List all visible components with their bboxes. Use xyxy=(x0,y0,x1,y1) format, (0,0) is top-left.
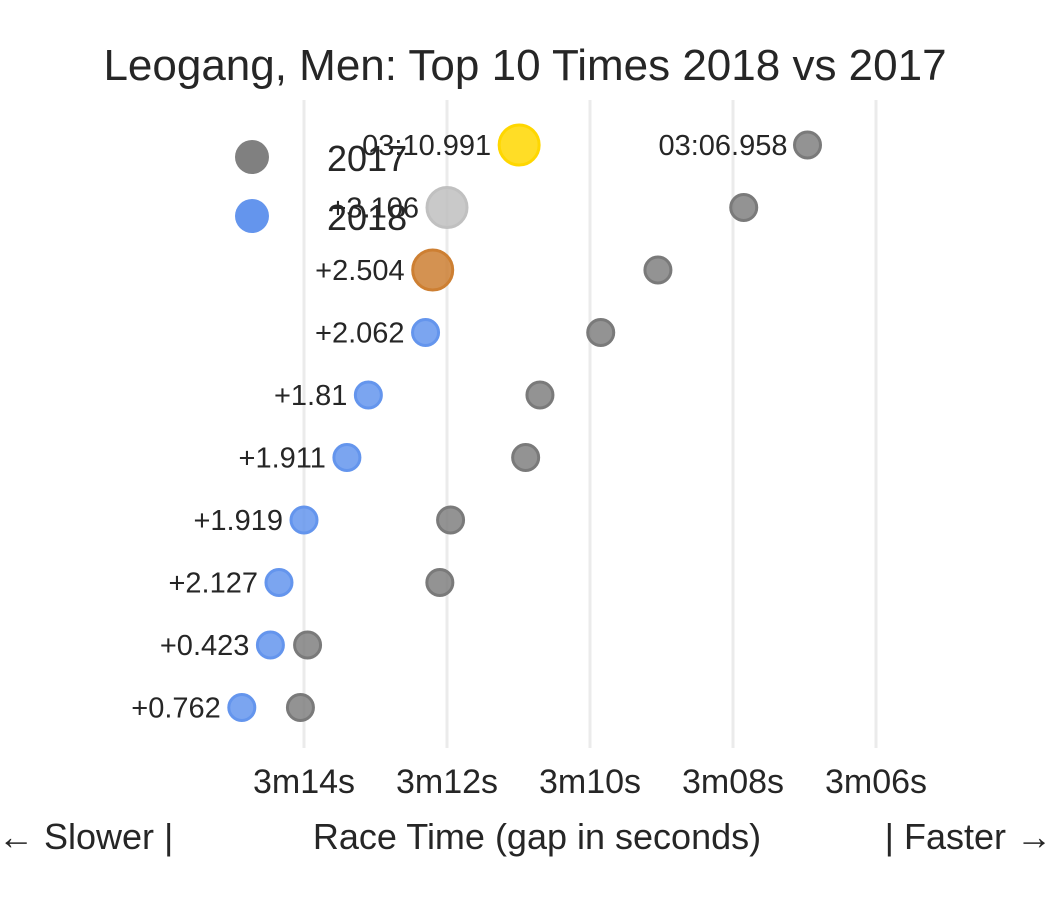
point-2018 xyxy=(411,318,441,347)
x-axis-label: Race Time (gap in seconds) xyxy=(313,816,761,857)
point-2017 xyxy=(425,568,455,597)
data-label-2018: +3.106 xyxy=(329,193,419,225)
point-2017 xyxy=(525,380,555,410)
x-tick-label: 3m14s xyxy=(253,763,355,801)
x-axis-label-right: | Faster → xyxy=(885,816,1050,857)
point-2018 xyxy=(425,186,469,229)
legend: 2017 2018 xyxy=(235,138,407,238)
point-2017 xyxy=(793,130,823,160)
point-2018 xyxy=(255,630,285,660)
point-2017 xyxy=(436,505,466,535)
point-2017 xyxy=(586,318,616,347)
point-2017 xyxy=(293,630,323,660)
x-axis-label-left: ← Slower | xyxy=(0,816,173,857)
point-2018 xyxy=(332,443,362,472)
x-tick-label: 3m08s xyxy=(682,763,784,801)
point-2018 xyxy=(411,248,455,292)
data-label-2018: +1.81 xyxy=(274,380,347,412)
data-label-2018: +2.127 xyxy=(168,568,258,600)
chart-title: Leogang, Men: Top 10 Times 2018 vs 2017 xyxy=(103,41,946,90)
point-2017 xyxy=(285,693,315,722)
point-2017 xyxy=(643,255,673,285)
legend-label-2018: 2018 xyxy=(327,197,407,238)
data-label-2018: +0.762 xyxy=(131,693,221,725)
legend-marker-2018 xyxy=(235,199,269,233)
legend-marker-2017 xyxy=(235,140,269,174)
x-tick-labels: 3m14s 3m12s 3m10s 3m08s 3m06s xyxy=(253,763,927,801)
point-2017 xyxy=(729,193,759,222)
point-2017 xyxy=(511,443,541,472)
data-label-2018: +2.062 xyxy=(315,318,405,350)
data-label-2018: +1.911 xyxy=(239,443,326,475)
x-tick-label: 3m12s xyxy=(396,763,498,801)
point-2018 xyxy=(497,123,541,167)
point-2018 xyxy=(289,505,319,535)
legend-label-2017: 2017 xyxy=(327,138,407,179)
point-2018 xyxy=(227,693,257,722)
point-2018 xyxy=(353,380,383,410)
point-2018 xyxy=(264,568,294,597)
data-label-2018: +1.919 xyxy=(193,505,283,537)
data-label-2017: 03:06.958 xyxy=(658,130,787,162)
data-points: 03:06.958 03:10.991 +3.106 +2.504 +2.062 +1.8… xyxy=(131,123,823,725)
x-tick-label: 3m10s xyxy=(539,763,641,801)
x-tick-label: 3m06s xyxy=(825,763,927,801)
data-label-2018: +0.423 xyxy=(160,630,250,662)
data-label-2018: +2.504 xyxy=(315,255,405,287)
data-label-2018: 03:10.991 xyxy=(362,130,491,162)
